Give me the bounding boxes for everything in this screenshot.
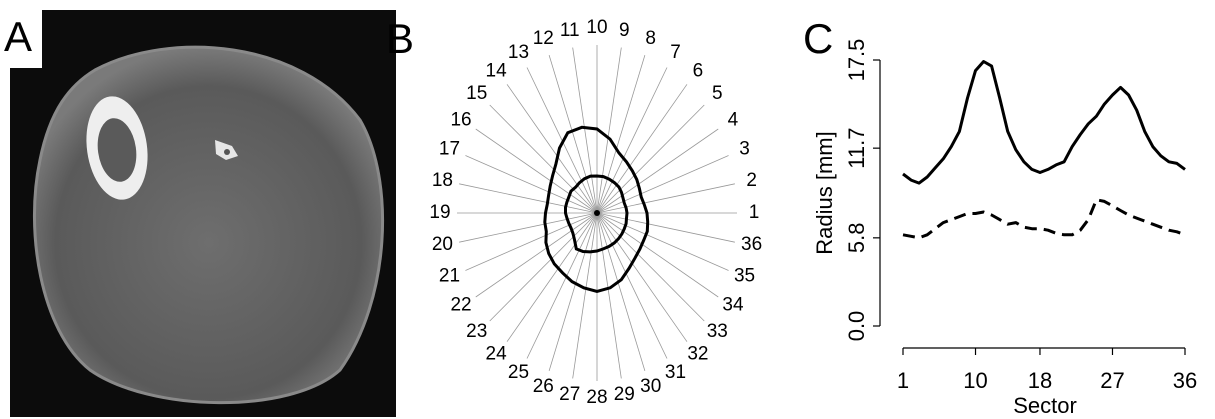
sector-label: 9 [619, 20, 630, 41]
sector-label: 24 [486, 344, 508, 365]
sector-label: 28 [586, 387, 607, 408]
sector-label: 32 [687, 344, 708, 365]
x-tick-label: 1 [897, 368, 909, 393]
sector-label: 22 [450, 295, 471, 316]
y-tick-label: 11.7 [844, 128, 869, 169]
sector-label: 27 [559, 384, 580, 405]
x-tick-label: 27 [1100, 368, 1124, 393]
figure: A B C 1234567891011121314151617181920212… [0, 0, 1215, 419]
sector-label: 18 [432, 170, 453, 191]
sector-label: 11 [560, 20, 580, 41]
sector-label: 16 [450, 110, 471, 131]
sector-label: 31 [665, 362, 686, 383]
center-dot [594, 210, 600, 216]
sector-label: 34 [722, 295, 744, 316]
sector-label: 35 [734, 265, 755, 286]
sector-label: 1 [749, 202, 760, 223]
panel-label: A [4, 13, 32, 60]
leg-section [34, 47, 382, 402]
panel-label: C [803, 15, 833, 62]
sector-label: 13 [508, 42, 529, 63]
line-chart: 0.0 5.8 11.7 17.5 1 10 18 27 36 [844, 39, 1197, 393]
y-tick-label: 17.5 [844, 39, 869, 82]
sector-label: 12 [533, 28, 554, 49]
x-axis-label: Sector [1013, 393, 1077, 418]
sector-label: 10 [586, 17, 607, 38]
solid-line [903, 62, 1185, 184]
sector-label: 7 [670, 42, 681, 63]
sector-label: 6 [693, 60, 704, 81]
sector-label: 29 [614, 384, 635, 405]
sector-label: 8 [645, 28, 656, 49]
dashed-line [903, 200, 1185, 238]
sector-label: 36 [741, 234, 762, 255]
sector-label: 33 [707, 321, 728, 342]
sector-label: 4 [728, 110, 739, 131]
x-tick-label: 36 [1173, 368, 1197, 393]
sector-label: 15 [466, 83, 487, 104]
y-axis-label: Radius [mm] [812, 131, 837, 254]
sector-label: 5 [712, 83, 723, 104]
ct-image [0, 10, 396, 417]
sector-label: 23 [466, 321, 487, 342]
x-tick-label: 18 [1028, 368, 1052, 393]
sector-label: 30 [640, 376, 661, 397]
panel-label: B [386, 15, 414, 62]
sector-label: 19 [429, 202, 450, 223]
x-tick-label: 10 [963, 368, 987, 393]
sector-label: 25 [508, 362, 529, 383]
sector-label: 20 [432, 234, 453, 255]
polar-plot: 1234567891011121314151617181920212223242… [429, 17, 762, 408]
sector-label: 2 [746, 170, 757, 191]
fibula-marrow [224, 149, 230, 155]
sector-label: 14 [486, 60, 508, 81]
sector-label: 21 [439, 265, 460, 286]
sector-label: 3 [739, 139, 750, 160]
y-tick-label: 0.0 [844, 311, 869, 342]
sector-label: 26 [533, 376, 554, 397]
y-tick-label: 5.8 [844, 223, 869, 254]
sector-label: 17 [439, 139, 460, 160]
